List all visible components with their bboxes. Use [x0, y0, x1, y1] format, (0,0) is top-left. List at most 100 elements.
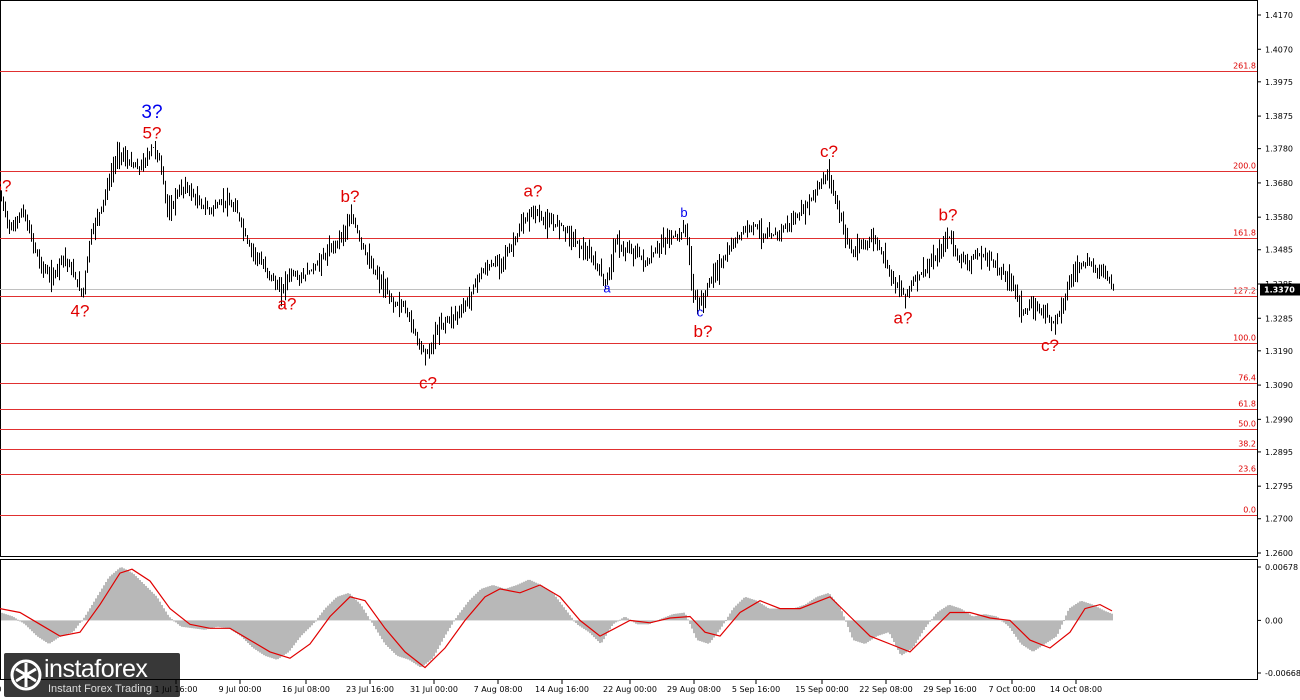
osma-bar — [339, 595, 341, 621]
osma-bar — [329, 603, 331, 621]
osma-bar — [981, 614, 983, 621]
osma-bar — [483, 587, 485, 621]
osma-bar — [569, 615, 571, 621]
osma-bar — [737, 603, 739, 621]
osma-bar — [537, 583, 539, 621]
osma-bar — [33, 620, 35, 634]
osma-bar — [117, 569, 119, 621]
osma-bar — [825, 593, 827, 621]
wave-label: 5? — [143, 123, 162, 142]
osma-bar — [427, 620, 429, 663]
osma-bar — [21, 620, 23, 623]
osma-bar — [1051, 620, 1053, 640]
osma-bar — [791, 608, 793, 621]
oscillator-axis: 0.00678 0.00 -0.00668 — [1257, 563, 1300, 678]
osma-bar — [29, 620, 31, 630]
osma-bar — [101, 588, 103, 621]
osma-bar — [1099, 608, 1101, 621]
osma-bar — [913, 620, 915, 647]
osma-bar — [487, 586, 489, 621]
osma-bar — [543, 586, 545, 621]
osma-bar — [165, 611, 167, 621]
osma-bar — [55, 620, 57, 640]
osma-bar — [787, 608, 789, 621]
osma-bar — [731, 610, 733, 621]
osma-bar — [691, 620, 693, 629]
osma-bar — [911, 620, 913, 649]
osma-bar — [221, 620, 223, 628]
osma-bar — [597, 620, 599, 642]
osma-bar — [915, 620, 917, 644]
osma-bar — [509, 587, 511, 621]
osma-bar — [811, 600, 813, 621]
osma-bar — [863, 620, 865, 644]
osma-bar — [273, 620, 275, 659]
osma-bar — [399, 620, 401, 657]
osma-bar — [781, 608, 783, 621]
wave-label: a? — [524, 182, 543, 201]
osma-bar — [563, 607, 565, 621]
osma-bar — [53, 620, 55, 641]
osma-bar — [179, 620, 181, 626]
osma-bar — [345, 593, 347, 621]
osma-bar — [341, 595, 343, 621]
osma-bar — [1109, 612, 1111, 621]
osma-bar — [267, 620, 269, 657]
osma-bar — [1017, 620, 1019, 640]
osma-bar — [843, 616, 845, 621]
osma-bar — [331, 601, 333, 621]
osma-bar — [419, 620, 421, 667]
osma-bar — [1087, 603, 1089, 621]
osma-bar — [379, 620, 381, 636]
osma-bar — [699, 620, 701, 642]
osma-bar — [1025, 620, 1027, 648]
osma-bar — [1061, 620, 1063, 625]
osma-bar — [511, 586, 513, 621]
osma-bar — [869, 620, 871, 641]
osma-bar — [1043, 620, 1045, 645]
osma-bar — [855, 620, 857, 642]
osma-bar — [169, 617, 171, 621]
osma-bar — [447, 620, 449, 632]
osma-bar — [35, 620, 37, 636]
osma-bar — [61, 620, 63, 636]
osma-bar — [851, 620, 853, 638]
osma-bar — [715, 620, 717, 635]
price-tick-label: 1.2795 — [1265, 482, 1293, 491]
osma-bar — [575, 620, 577, 624]
osma-bar — [67, 620, 69, 634]
osma-bar — [481, 588, 483, 621]
osma-bar — [143, 583, 145, 621]
osma-bar — [313, 620, 315, 624]
osma-bar — [547, 589, 549, 621]
price-tick-label: 1.4070 — [1265, 45, 1293, 54]
osma-bar — [383, 620, 385, 643]
osma-bar — [477, 591, 479, 621]
osma-bar — [185, 620, 187, 628]
osma-bar — [567, 612, 569, 621]
osma-bar — [783, 608, 785, 621]
osma-bar — [423, 620, 425, 666]
osma-bar — [777, 608, 779, 621]
osma-bar — [157, 598, 159, 621]
osma-bar — [247, 620, 249, 644]
osma-bar — [127, 570, 129, 621]
osma-bar — [113, 572, 115, 621]
osma-bar — [311, 620, 313, 626]
osma-bar — [251, 620, 253, 647]
osma-bar — [889, 620, 891, 635]
osma-bar — [979, 615, 981, 621]
osma-bar — [535, 582, 537, 621]
time-tick-label: 22 Sep 08:00 — [859, 685, 912, 694]
osma-bar — [71, 620, 73, 633]
osma-bar — [65, 620, 67, 635]
osma-bar — [833, 599, 835, 621]
logo-mark-icon — [10, 659, 42, 691]
osma-bar — [445, 620, 447, 635]
osma-bar — [623, 617, 625, 621]
osma-bar — [463, 607, 465, 621]
osma-bar — [973, 616, 975, 621]
wave-label: a? — [278, 295, 297, 314]
